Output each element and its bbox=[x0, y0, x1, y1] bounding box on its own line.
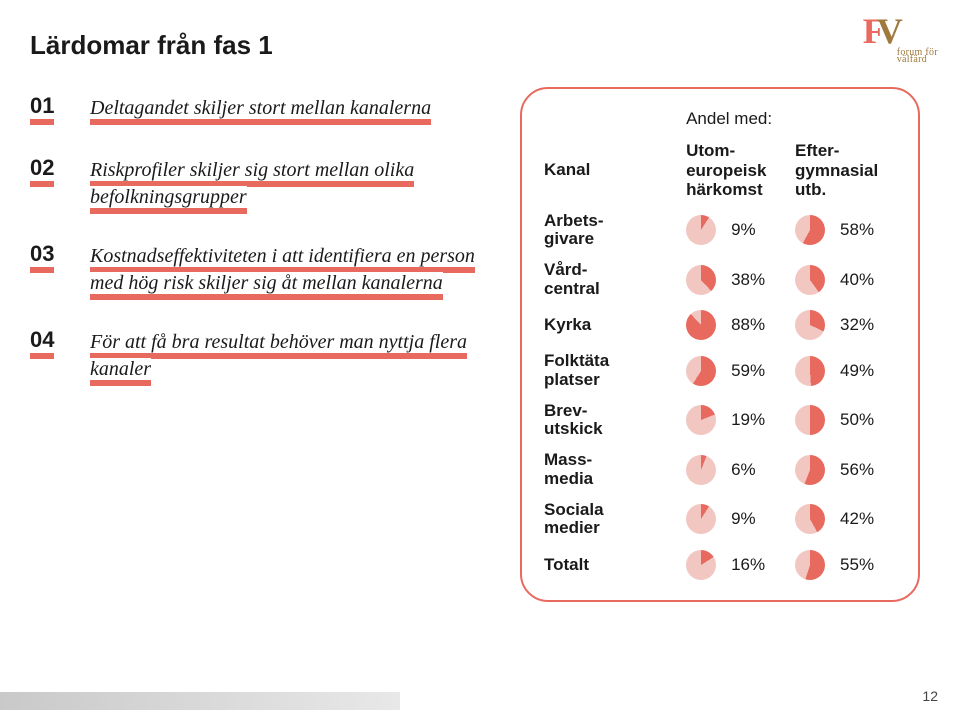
pie-cell bbox=[682, 445, 727, 494]
point: 02 Riskprofiler skiljer sig stort mellan … bbox=[30, 157, 500, 211]
table-row: Mass- media 6% 56% bbox=[540, 445, 900, 494]
pie-icon bbox=[686, 310, 716, 340]
row-label: Totalt bbox=[540, 544, 682, 586]
pie-icon bbox=[686, 504, 716, 534]
pie-icon bbox=[795, 356, 825, 386]
pct-a: 19% bbox=[727, 396, 791, 445]
pie-icon bbox=[795, 550, 825, 580]
pie-icon bbox=[795, 215, 825, 245]
pct-b: 58% bbox=[836, 206, 900, 255]
pie-icon bbox=[795, 265, 825, 295]
pie-icon bbox=[686, 550, 716, 580]
pie-cell bbox=[682, 495, 727, 544]
pct-b: 49% bbox=[836, 346, 900, 395]
row-label: Vård- central bbox=[540, 255, 682, 304]
row-label: Sociala medier bbox=[540, 495, 682, 544]
footer-bar bbox=[0, 692, 400, 710]
point-number: 02 bbox=[30, 157, 54, 187]
points-column: 01 Deltagandet skiljer stort mellan kanal… bbox=[30, 87, 500, 602]
pct-b: 50% bbox=[836, 396, 900, 445]
pct-a: 9% bbox=[727, 206, 791, 255]
pie-icon bbox=[795, 504, 825, 534]
table-row: Vård- central 38% 40% bbox=[540, 255, 900, 304]
footer: 12 bbox=[0, 686, 960, 710]
point-text: Deltagandet skiljer stort mellan kanaler… bbox=[90, 95, 431, 122]
pie-cell bbox=[682, 206, 727, 255]
pct-a: 59% bbox=[727, 346, 791, 395]
pie-icon bbox=[686, 265, 716, 295]
point-number: 01 bbox=[30, 95, 54, 125]
row-label: Brev- utskick bbox=[540, 396, 682, 445]
point-text: För att få bra resultat behöver man nytt… bbox=[90, 329, 500, 383]
data-table: Andel med: Kanal Utom- europeisk härkoms… bbox=[540, 103, 900, 586]
pct-a: 16% bbox=[727, 544, 791, 586]
table-row: Arbets- givare 9% 58% bbox=[540, 206, 900, 255]
pie-cell bbox=[791, 544, 836, 586]
pie-cell bbox=[682, 396, 727, 445]
table-row: Brev- utskick 19% 50% bbox=[540, 396, 900, 445]
pct-b: 55% bbox=[836, 544, 900, 586]
table-row: Sociala medier 9% 42% bbox=[540, 495, 900, 544]
pct-b: 56% bbox=[836, 445, 900, 494]
pct-b: 32% bbox=[836, 304, 900, 346]
pct-a: 6% bbox=[727, 445, 791, 494]
pie-icon bbox=[686, 405, 716, 435]
pie-cell bbox=[791, 346, 836, 395]
pct-b: 40% bbox=[836, 255, 900, 304]
col-kanal: Kanal bbox=[540, 135, 682, 206]
page-title: Lärdomar från fas 1 bbox=[30, 30, 930, 61]
table-panel: Andel med: Kanal Utom- europeisk härkoms… bbox=[520, 87, 920, 602]
pct-b: 42% bbox=[836, 495, 900, 544]
table-row: Kyrka 88% 32% bbox=[540, 304, 900, 346]
point-number: 04 bbox=[30, 329, 54, 359]
slide: FV forum för välfärd Lärdomar från fas 1… bbox=[0, 0, 960, 710]
pie-icon bbox=[686, 455, 716, 485]
col-header-2: Efter- gymnasial utb. bbox=[791, 135, 900, 206]
pie-cell bbox=[791, 495, 836, 544]
point: 04 För att få bra resultat behöver man ny… bbox=[30, 329, 500, 383]
pie-cell bbox=[682, 544, 727, 586]
pct-a: 38% bbox=[727, 255, 791, 304]
pie-cell bbox=[791, 304, 836, 346]
logo-letters: FV bbox=[863, 10, 938, 52]
pie-icon bbox=[795, 405, 825, 435]
pct-a: 88% bbox=[727, 304, 791, 346]
pie-icon bbox=[686, 356, 716, 386]
point-number: 03 bbox=[30, 243, 54, 273]
pie-cell bbox=[682, 346, 727, 395]
row-label: Kyrka bbox=[540, 304, 682, 346]
pie-icon bbox=[795, 310, 825, 340]
pie-cell bbox=[791, 255, 836, 304]
pie-cell bbox=[791, 206, 836, 255]
row-label: Folktäta platser bbox=[540, 346, 682, 395]
table-row: Totalt 16% 55% bbox=[540, 544, 900, 586]
pie-icon bbox=[686, 215, 716, 245]
point: 03 Kostnadseffektiviteten i att identifie… bbox=[30, 243, 500, 297]
pie-cell bbox=[791, 396, 836, 445]
pie-icon bbox=[795, 455, 825, 485]
point-text: Kostnadseffektiviteten i att identifiera… bbox=[90, 243, 500, 297]
page-number: 12 bbox=[922, 688, 938, 704]
table-row: Folktäta platser 59% 49% bbox=[540, 346, 900, 395]
point: 01 Deltagandet skiljer stort mellan kanal… bbox=[30, 95, 500, 125]
ffv-logo: FV forum för välfärd bbox=[863, 10, 938, 65]
pie-cell bbox=[791, 445, 836, 494]
row-label: Mass- media bbox=[540, 445, 682, 494]
pie-cell bbox=[682, 304, 727, 346]
table-panel-wrap: Andel med: Kanal Utom- europeisk härkoms… bbox=[520, 87, 920, 602]
pie-cell bbox=[682, 255, 727, 304]
pct-a: 9% bbox=[727, 495, 791, 544]
table-superheader: Andel med: bbox=[682, 103, 900, 135]
point-text: Riskprofiler skiljer sig stort mellan ol… bbox=[90, 157, 500, 211]
table-body: Arbets- givare9%58%Vård- central38%40%Ky… bbox=[540, 206, 900, 586]
content-row: 01 Deltagandet skiljer stort mellan kanal… bbox=[30, 87, 930, 602]
col-header-1: Utom- europeisk härkomst bbox=[682, 135, 791, 206]
row-label: Arbets- givare bbox=[540, 206, 682, 255]
